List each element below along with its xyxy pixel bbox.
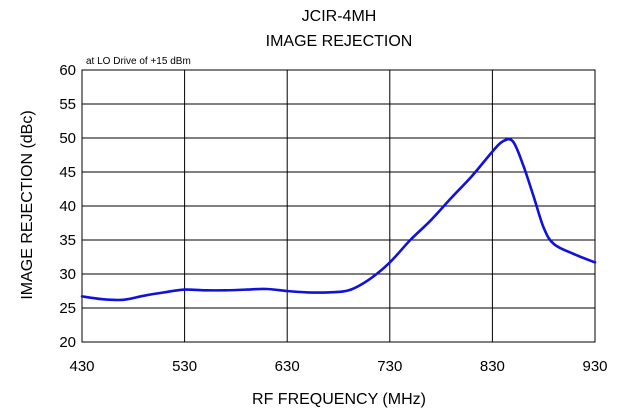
chart-title: JCIR-4MH <box>302 8 377 25</box>
x-tick-label: 430 <box>69 358 94 375</box>
y-tick-label: 25 <box>59 300 76 317</box>
y-tick-label: 40 <box>59 198 76 215</box>
x-tick-label: 830 <box>480 358 505 375</box>
y-tick-label: 60 <box>59 62 76 79</box>
x-tick-label: 730 <box>377 358 402 375</box>
chart-subtitle: IMAGE REJECTION <box>266 33 413 50</box>
plot-area-frame <box>81 69 596 343</box>
y-tick-label: 50 <box>59 130 76 147</box>
y-axis-label: IMAGE REJECTION (dBc) <box>19 110 36 299</box>
chart-annotation: at LO Drive of +15 dBm <box>86 56 191 67</box>
x-tick-labels: 430 530 630 730 830 930 <box>69 358 607 375</box>
y-tick-labels: 20 25 30 35 40 45 50 55 60 <box>59 62 76 351</box>
y-tick-label: 20 <box>59 334 76 351</box>
grid-lines <box>81 69 596 343</box>
x-tick-label: 930 <box>582 358 607 375</box>
x-axis-label: RF FREQUENCY (MHz) <box>252 391 426 408</box>
y-tick-label: 45 <box>59 164 76 181</box>
y-tick-label: 35 <box>59 232 76 249</box>
y-tick-label: 55 <box>59 96 76 113</box>
x-tick-label: 530 <box>172 358 197 375</box>
series-line-image-rejection <box>80 137 597 302</box>
x-tick-label: 630 <box>275 358 300 375</box>
y-tick-label: 30 <box>59 266 76 283</box>
